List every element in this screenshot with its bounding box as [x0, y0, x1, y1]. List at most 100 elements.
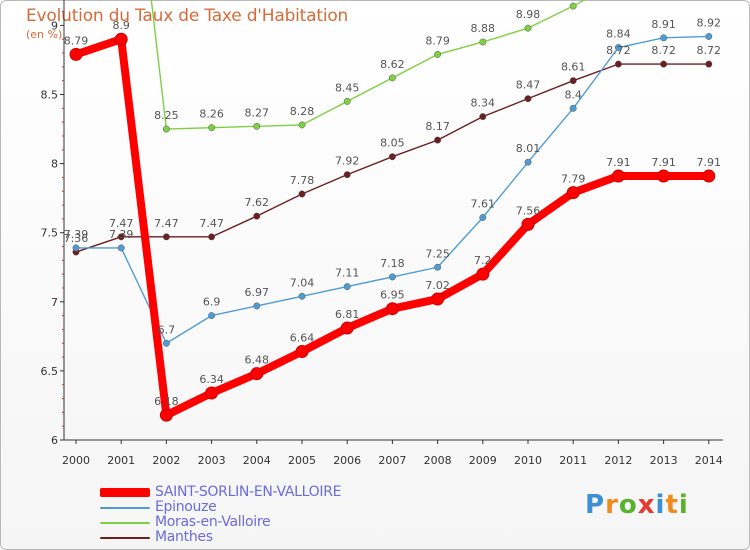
data-label: 6.97	[245, 286, 270, 299]
data-label: 8.92	[697, 16, 722, 29]
data-point	[117, 244, 125, 252]
data-label: 8.26	[199, 108, 224, 121]
data-label: 7.39	[109, 228, 134, 241]
data-label: 7.56	[516, 204, 541, 217]
logo-letter: i	[655, 490, 666, 520]
data-label: 8.45	[335, 81, 360, 94]
data-point	[569, 104, 577, 112]
x-tick-label: 2010	[514, 454, 542, 467]
data-label: 8.05	[380, 137, 405, 150]
data-labels: 8.79 8.9 6.18 6.34 6.48 6.64 6.81 6.95 7.02 7.2 7.…	[64, 8, 722, 408]
data-label: 7.11	[335, 267, 360, 280]
logo-letter: t	[665, 490, 679, 520]
data-point	[479, 113, 487, 121]
data-point	[705, 33, 713, 40]
logo-letter: P	[585, 490, 606, 520]
x-tick-label: 2009	[469, 454, 497, 467]
data-label: 8.27	[245, 106, 270, 119]
y-tick-label: 9	[51, 19, 58, 32]
legend-swatch	[100, 506, 150, 509]
data-point	[660, 34, 668, 42]
y-tick-label: 8	[51, 158, 58, 171]
data-point	[343, 171, 351, 179]
data-point	[205, 386, 219, 400]
data-label: 7.47	[109, 217, 134, 230]
data-label: 6.9	[203, 296, 221, 309]
data-point	[524, 24, 532, 32]
data-label: 6.48	[245, 354, 270, 367]
data-point	[434, 136, 442, 144]
data-label: 8.9	[112, 19, 130, 32]
data-point	[611, 169, 625, 183]
data-point	[388, 74, 396, 82]
data-point	[298, 292, 306, 300]
data-point	[208, 312, 216, 320]
data-label: 7.25	[425, 247, 450, 260]
data-label: 7.2	[474, 254, 492, 267]
data-label: 6.34	[199, 373, 224, 386]
data-label: 6.18	[154, 395, 179, 408]
data-label: 7.36	[64, 232, 89, 245]
data-label: 7.02	[425, 279, 450, 292]
data-point	[162, 339, 170, 347]
legend-label: Manthes	[155, 529, 213, 545]
chart-title: Evolution du Taux de Taxe d'Habitation	[26, 6, 349, 26]
data-point	[614, 44, 622, 51]
x-tick-label: 2000	[62, 454, 90, 467]
data-point	[702, 169, 716, 183]
data-label: 7.92	[335, 155, 360, 168]
data-label: 7.78	[290, 174, 315, 187]
data-point	[660, 60, 668, 68]
data-label: 7.47	[154, 217, 179, 230]
legend-label: Moras-en-Valloire	[155, 514, 271, 530]
series-points	[69, 2, 716, 422]
data-label: 6.7	[158, 323, 176, 336]
chart-subtitle: (en %)	[26, 28, 63, 41]
data-label: 8.25	[154, 109, 179, 122]
data-label: 8.28	[290, 105, 315, 118]
logo-letter: r	[605, 490, 619, 520]
data-point	[524, 158, 532, 166]
data-point	[569, 2, 577, 10]
data-point	[524, 95, 532, 103]
data-label: 6.95	[380, 289, 405, 302]
data-point	[431, 292, 445, 306]
legend-swatch	[100, 536, 150, 539]
data-point	[162, 125, 170, 133]
data-label: 8.98	[516, 8, 541, 21]
data-point	[117, 233, 125, 241]
data-label: 6.64	[290, 332, 315, 345]
data-point	[253, 302, 261, 310]
x-tick-label: 2008	[424, 454, 452, 467]
data-label: 8.4	[564, 88, 582, 101]
legend-label: Epinouze	[155, 499, 217, 515]
chart-axes: 66.577.588.599.51010.51111.5200020012002…	[41, 0, 723, 467]
data-point	[69, 47, 83, 61]
data-label: 8.47	[516, 79, 541, 92]
data-point	[566, 186, 580, 200]
x-tick-label: 2014	[695, 454, 723, 467]
data-point	[298, 190, 306, 198]
data-point	[298, 121, 306, 129]
data-label: 8.34	[471, 97, 496, 110]
y-tick-label: 6	[51, 434, 58, 447]
y-tick-label: 7.5	[41, 227, 59, 240]
data-label: 8.17	[425, 120, 450, 133]
data-point	[434, 50, 442, 58]
logo-letter: o	[618, 490, 638, 520]
data-point	[388, 273, 396, 281]
data-label: 8.61	[561, 61, 586, 74]
logo-letter: i	[678, 490, 689, 520]
data-point	[479, 38, 487, 46]
x-tick-label: 2002	[152, 454, 180, 467]
data-label: 8.91	[651, 18, 676, 31]
data-label: 6.81	[335, 308, 360, 321]
x-tick-label: 2005	[288, 454, 316, 467]
y-tick-label: 6.5	[41, 365, 59, 378]
data-label: 7.18	[380, 257, 405, 270]
data-label: 8.88	[471, 22, 496, 35]
data-point	[72, 244, 80, 252]
data-label: 8.84	[606, 28, 631, 41]
legend-swatch	[100, 521, 150, 524]
